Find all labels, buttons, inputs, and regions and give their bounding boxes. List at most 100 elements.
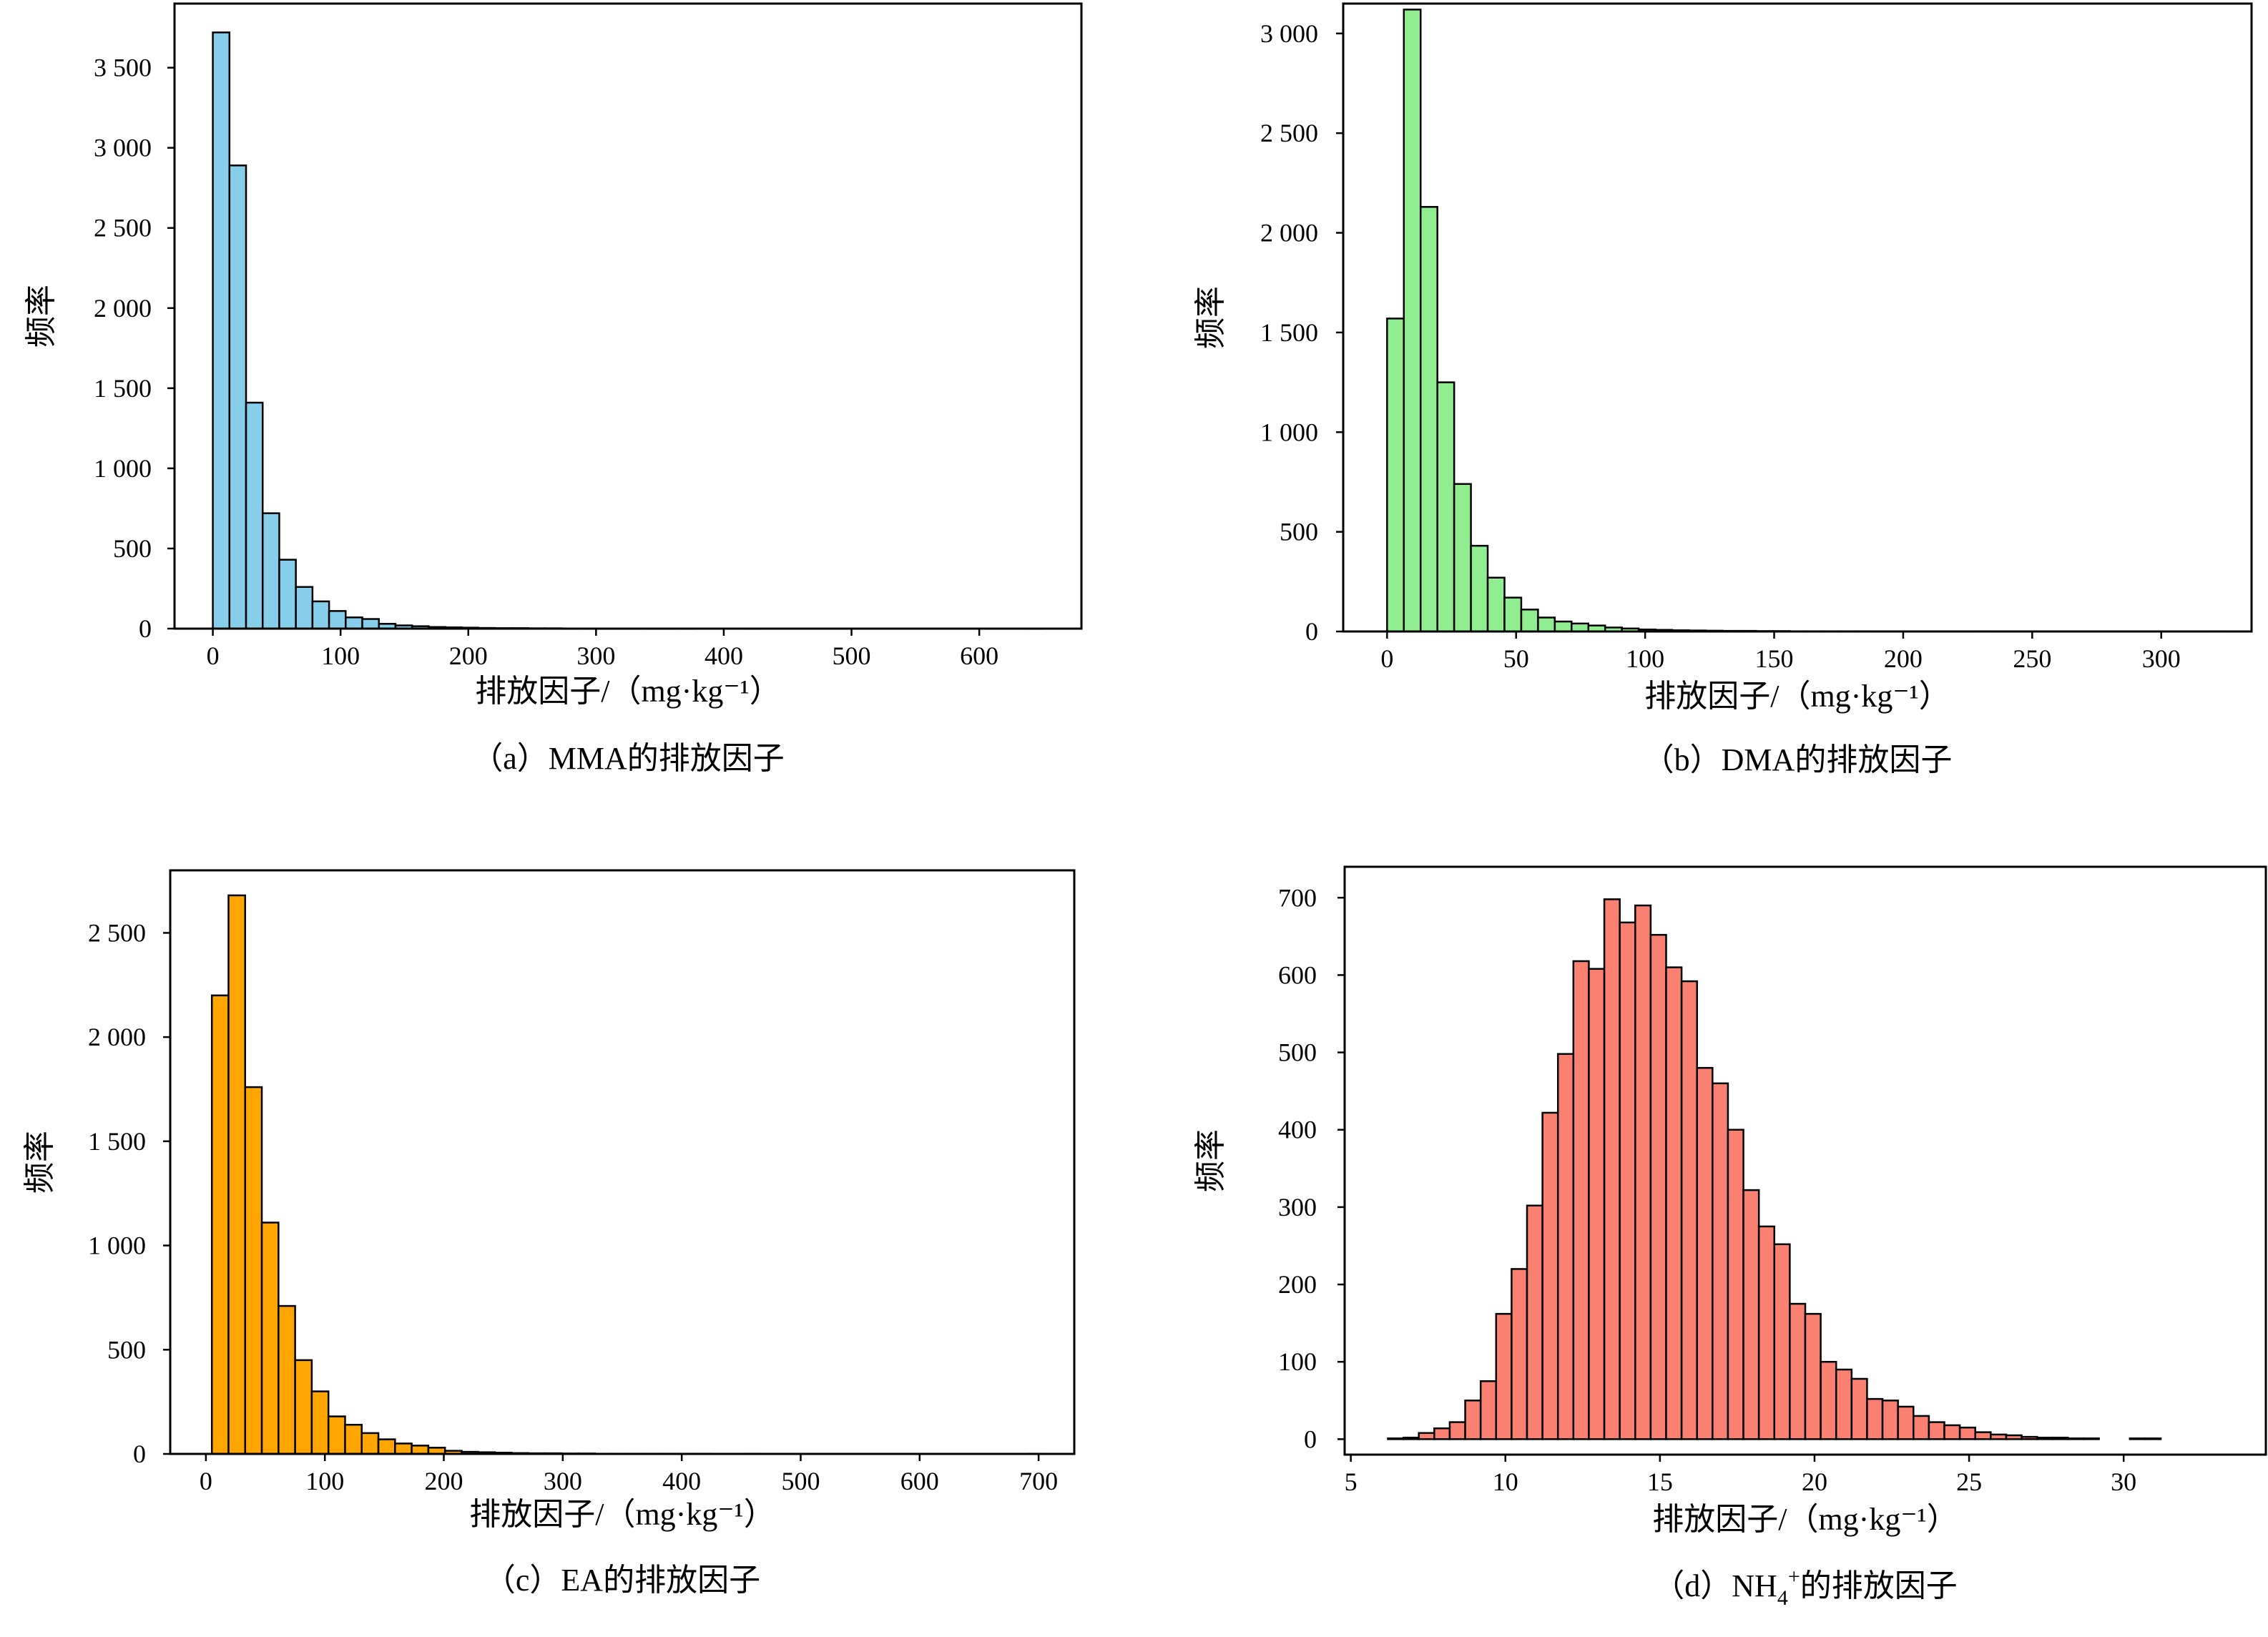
bar	[345, 616, 363, 630]
x-tick-label: 400	[705, 641, 743, 670]
y-axis-title: 频率	[1193, 286, 1228, 349]
bars	[212, 31, 1044, 630]
bar	[2129, 1437, 2146, 1440]
x-tick-label: 0	[200, 1467, 212, 1495]
bar	[1419, 206, 1438, 633]
y-tick-label: 500	[107, 1335, 146, 1364]
bar	[1603, 898, 1621, 1440]
caption-suffix: 的排放因子	[1800, 1568, 1958, 1603]
caption-superscript: +	[1788, 1565, 1800, 1588]
bar	[260, 1221, 280, 1455]
bar	[1520, 609, 1539, 633]
bar	[1470, 544, 1489, 633]
bar	[1881, 1400, 1899, 1440]
bar	[1402, 1436, 1420, 1440]
y-tick-label: 3 000	[1260, 19, 1318, 48]
y-tick-label: 0	[139, 614, 152, 643]
x-tick-label: 200	[425, 1467, 463, 1495]
bar	[1448, 1421, 1466, 1440]
y-tick-label: 700	[1278, 883, 1317, 912]
bar	[1727, 1129, 1744, 1440]
bar	[1789, 1302, 1807, 1440]
bar	[377, 1438, 396, 1455]
plot-frame	[169, 869, 1076, 1455]
bar	[2005, 1434, 2023, 1440]
bar	[1943, 1424, 1961, 1440]
y-tick-label: 0	[1305, 617, 1318, 646]
bar	[1588, 968, 1606, 1440]
bar	[1958, 1426, 1976, 1440]
x-tick-label: 30	[2111, 1468, 2136, 1496]
x-tick-label: 20	[1802, 1468, 1827, 1496]
bar	[1990, 1433, 2008, 1440]
y-tick-label: 2 000	[94, 294, 152, 323]
x-tick-label: 600	[900, 1467, 939, 1495]
bar	[394, 1442, 413, 1455]
bar	[261, 512, 280, 630]
bar	[1479, 1380, 1498, 1440]
bar	[1850, 1377, 1868, 1440]
x-axis-title: 排放因子/（mg·kg⁻¹）	[475, 674, 781, 709]
bar	[2144, 1437, 2162, 1440]
y-tick-label: 1 500	[1260, 318, 1318, 347]
bar	[1403, 9, 1422, 633]
bar	[1974, 1431, 1992, 1440]
bar	[411, 1445, 430, 1455]
bar	[278, 559, 297, 630]
x-tick-label: 25	[1956, 1468, 1982, 1496]
bar	[328, 610, 347, 630]
bar	[1712, 1082, 1729, 1440]
bar	[1541, 1111, 1559, 1440]
y-tick-label: 1 000	[88, 1232, 146, 1260]
x-tick-label: 100	[321, 641, 360, 670]
bar	[1436, 381, 1455, 633]
caption-subscript: 4	[1777, 1586, 1788, 1610]
bar	[1757, 1225, 1776, 1440]
bar	[1553, 620, 1573, 633]
bar	[1495, 1312, 1513, 1440]
bar	[294, 1359, 313, 1455]
bar	[1897, 1405, 1915, 1440]
chart-panel-a: 0 100 200 300 400 500 600 0 500 1 000 1 500 2 000 2 …	[24, 2, 1083, 776]
chart-panel-c: 0 100 200 300 400 500 600 700 0 500 1 000 1 500 2 00…	[22, 869, 1076, 1598]
y-tick-label: 3 500	[94, 54, 152, 82]
x-tick-label: 250	[2013, 644, 2051, 673]
bar	[1503, 596, 1523, 633]
bar	[1486, 576, 1506, 633]
bar	[2036, 1436, 2054, 1440]
bar	[2051, 1436, 2069, 1440]
y-tick-label: 200	[1278, 1270, 1317, 1299]
bar	[210, 994, 230, 1455]
y-tick-label: 600	[1278, 960, 1317, 989]
bar	[1835, 1368, 1853, 1440]
bar	[1537, 616, 1556, 633]
bar	[1913, 1415, 1930, 1440]
bar	[1464, 1400, 1482, 1440]
bar	[1742, 1189, 1760, 1440]
x-tick-label: 5	[1345, 1468, 1358, 1496]
bar	[1665, 966, 1683, 1440]
panel-caption: （a）MMA的排放因子	[471, 741, 785, 776]
y-tick-label: 300	[1278, 1193, 1317, 1221]
x-tick-label: 15	[1647, 1468, 1673, 1496]
x-tick-label: 50	[1503, 644, 1529, 673]
bar	[2021, 1435, 2038, 1440]
x-tick-label: 10	[1493, 1468, 1518, 1496]
chart-panel-d: 5 10 15 20 25 300100200300400500600700排放因子/（m…	[1193, 865, 2267, 1610]
plot-frame	[173, 2, 1083, 630]
panel-caption: （d）NH4+的排放因子	[1653, 1565, 1957, 1610]
x-tick-label: 500	[781, 1467, 820, 1495]
bar	[1571, 622, 1590, 633]
bar	[1433, 1427, 1451, 1440]
bar	[1386, 318, 1405, 633]
bar	[1511, 1268, 1528, 1440]
x-tick-label: 300	[2142, 644, 2181, 673]
bar	[1866, 1397, 1884, 1440]
y-tick-label: 1 500	[94, 374, 152, 403]
x-tick-label: 0	[1380, 644, 1393, 673]
y-tick-label: 0	[133, 1440, 146, 1468]
x-tick-label: 500	[833, 641, 871, 670]
bar	[1680, 980, 1698, 1440]
bar	[310, 1390, 330, 1455]
